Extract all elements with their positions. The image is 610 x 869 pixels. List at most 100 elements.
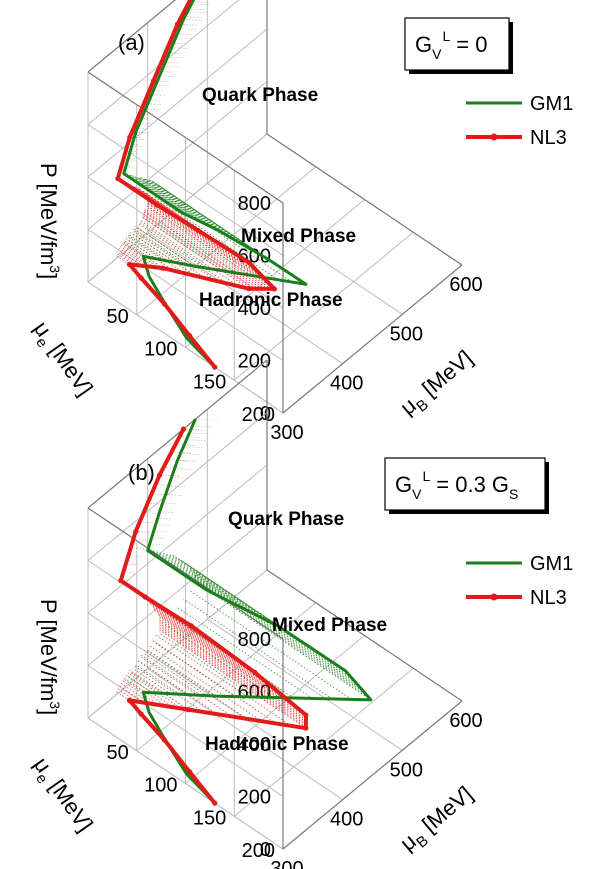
phase-labels: Quark Phase Mixed Phase Hadronic Phase [199,85,356,311]
nl3-marker [212,364,218,370]
mixed-surface-hatch [144,211,237,274]
quark-surface-hatch [187,11,207,14]
mixed-surface-hatch [123,242,144,257]
quark-surface-hatch [192,425,214,428]
quark-surface-hatch [139,122,152,124]
box-edge [266,133,463,266]
quark-surface-hatch [141,108,155,111]
mixed-surface-hatch [150,179,268,260]
z-tick-label: 800 [238,629,271,651]
quark-phase-label: Quark Phase [202,85,318,106]
quark-surface-hatch [175,37,194,40]
floor-grid-line [185,635,365,784]
quark-surface-hatch [163,467,183,469]
quark-surface-hatch [120,580,133,582]
phase-labels: Quark Phase Mixed Phase Hadronic Phase [205,509,387,755]
mixed-surface-hatch [150,604,268,684]
y-tick-label: 100 [144,775,177,797]
mixed-surface-hatch [189,590,352,700]
mixed-surface-hatch [129,174,196,220]
x-axis-label: μB [MeV] [395,345,480,423]
nl3-marker [195,227,201,233]
mixed-surface-hatch [117,249,143,267]
floor-grid-line [233,231,414,381]
mixed-surface-hatch [159,621,307,721]
mixed-surface-hatch [129,234,169,262]
floor-grid-line [233,667,414,817]
nl3-marker [142,594,148,600]
x-tick-label: 500 [390,323,423,345]
mixed-surface-hatch [132,230,182,264]
box-edge [87,359,268,509]
back-wall-grid-line [87,412,268,561]
quark-surface-hatch [147,103,161,106]
quark-surface-hatch [153,530,168,533]
floor-grid-line [136,602,317,752]
mixed-surface-hatch [156,551,234,604]
mixed-surface-hatch [162,552,252,614]
nl3-marker [151,78,157,84]
x-tick-label: 500 [390,759,423,781]
mixed-surface-hatch [193,577,365,693]
nl3-quark-surface [120,428,205,582]
box-edge [266,569,463,702]
quark-surface-hatch [159,474,179,477]
mixed-surface-hatch [147,206,251,276]
nl3-marker [185,707,191,713]
quark-surface-hatch [151,94,166,96]
quark-surface-hatch [175,444,197,446]
box-edges [87,359,463,850]
mixed-surface-hatch [159,629,307,729]
nl3-marker [303,712,309,718]
mixed-surface-hatch [153,551,225,600]
nl3-marker [212,800,218,806]
mixed-surface-hatch [147,649,217,697]
quark-surface-hatch [179,28,198,31]
mixed-phase-label: Mixed Phase [272,615,387,636]
mixed-surface-hatch [129,670,189,710]
mixed-surface-hatch [159,626,307,726]
back-wall-grid-line [87,28,268,178]
nl3-marker [126,697,133,703]
hadronic-phase-label: Hadronic Phase [199,290,343,311]
mixed-surface-hatch [114,690,130,701]
quark-surface-hatch [186,439,207,442]
mixed-surface-hatch [129,671,162,694]
quark-surface-hatch [183,18,203,21]
quark-surface-hatch [180,453,200,455]
mixed-surface-hatch [126,675,153,694]
floor-grid-line [185,199,365,348]
z-tick-label: 200 [238,351,271,373]
mixed-surface-hatch [153,195,279,281]
mixed-surface-hatch [171,554,280,627]
y-tick-label: 150 [193,807,226,829]
mixed-surface-hatch [144,196,262,277]
mixed-surface-hatch [139,177,224,234]
quark-surface-hatch [155,524,170,526]
mixed-surface-hatch [153,641,236,697]
z-tick-label: 400 [238,734,271,756]
y-tick-label: 100 [144,339,177,361]
legend: GM1 NL3 [466,93,573,149]
annotation-box [404,17,510,71]
mixed-surface-hatch [168,553,270,623]
gm1-curve [122,0,308,369]
mixed-surface-hatch [141,657,198,696]
mixed-surface-hatch [148,179,262,256]
mixed-surface-hatch [145,178,249,249]
z-axis-label: P [MeV/fm3] [36,599,63,715]
mixed-surface-hatch [134,228,189,266]
nl3-marker [246,286,252,292]
quark-surface-hatch [183,446,204,448]
mixed-surface-hatch [138,176,217,230]
legend-gm1-label: GM1 [530,553,573,575]
quark-surface-hatch [137,118,151,120]
mixed-surface-hatch [132,668,171,695]
mixed-surface-hatch [159,627,307,727]
legend-nl3-label: NL3 [530,587,567,609]
quark-surface-hatch [177,459,197,462]
mixed-surface-hatch [159,623,307,722]
nl3-marker [246,259,252,265]
mixed-surface-hatch [159,552,243,609]
